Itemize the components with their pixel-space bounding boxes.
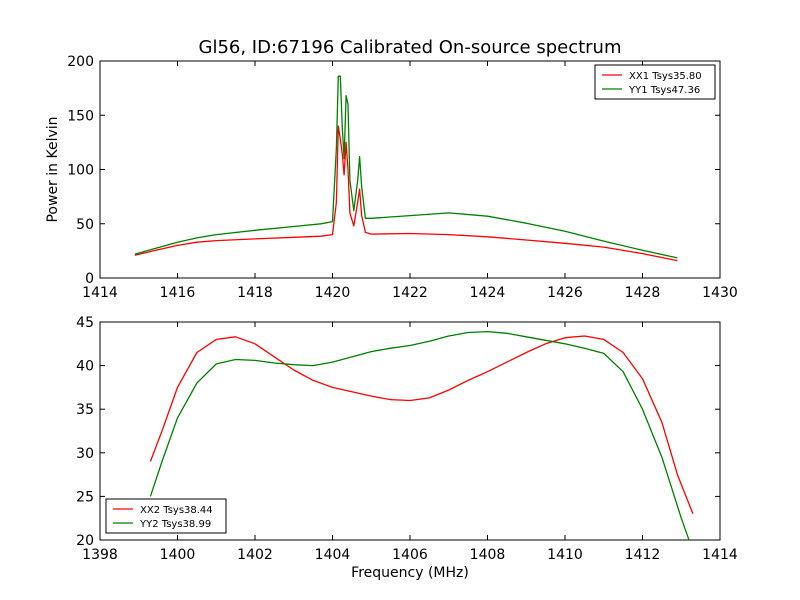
series-group xyxy=(134,75,678,262)
x-tick-label: 1424 xyxy=(470,285,506,301)
legend-box xyxy=(105,498,227,534)
x-tick-label: 1400 xyxy=(160,547,196,563)
x-tick-label: 1398 xyxy=(82,547,118,563)
legend-label: YY2 Tsys38.99 xyxy=(139,519,211,530)
legend: XX2 Tsys38.44 YY2 Tsys38.99 xyxy=(105,498,227,534)
y-tick-label: 40 xyxy=(76,359,94,375)
legend-label: XX1 Tsys35.80 xyxy=(629,71,702,82)
x-tick-label: 1414 xyxy=(702,547,738,563)
x-axis-label: Frequency (MHz) xyxy=(351,565,469,581)
x-tick-label: 1414 xyxy=(82,285,118,301)
series-line xyxy=(149,335,694,515)
x-tick-label: 1412 xyxy=(625,547,661,563)
bottom-panel: 1398 1400 1402 1404 1406 1408 1410 1412 1414 20 25… xyxy=(76,315,738,581)
x-tick-label: 1426 xyxy=(547,285,583,301)
y-tick-label: 45 xyxy=(76,315,94,331)
series-line xyxy=(134,125,678,262)
x-tick-label: 1418 xyxy=(237,285,273,301)
y-tick-label: 50 xyxy=(76,217,94,233)
legend-label: XX2 Tsys38.44 xyxy=(140,505,213,516)
y-tick-label: 35 xyxy=(76,402,94,418)
x-tick-label: 1402 xyxy=(237,547,273,563)
x-tick-label: 1406 xyxy=(392,547,428,563)
figure-title: Gl56, ID:67196 Calibrated On-source spec… xyxy=(199,37,622,58)
y-tick-label: 20 xyxy=(76,533,94,549)
series-line xyxy=(134,75,678,259)
legend-label: YY1 Tsys47.36 xyxy=(628,85,700,96)
x-tick-label: 1416 xyxy=(160,285,196,301)
series-group xyxy=(149,330,694,540)
y-axis-label: Power in Kelvin xyxy=(45,116,61,222)
y-tick-label: 200 xyxy=(67,54,94,70)
x-tick-label: 1420 xyxy=(315,285,351,301)
top-panel: 1414 1416 1418 1420 1422 1424 1426 1428 1430 0 50 1… xyxy=(45,54,738,301)
legend: XX1 Tsys35.80 YY1 Tsys47.36 xyxy=(594,64,716,100)
x-tick-label: 1404 xyxy=(315,547,351,563)
x-tick-label: 1408 xyxy=(470,547,506,563)
y-tick-label: 0 xyxy=(85,271,94,287)
x-tick-label: 1410 xyxy=(547,547,583,563)
x-tick-label: 1428 xyxy=(625,285,661,301)
legend-box xyxy=(594,64,716,100)
x-tick-label: 1422 xyxy=(392,285,428,301)
x-tick-label: 1430 xyxy=(702,285,738,301)
y-tick-label: 30 xyxy=(76,446,94,462)
y-tick-label: 100 xyxy=(67,163,94,179)
series-line xyxy=(149,330,690,540)
y-tick-label: 25 xyxy=(76,489,94,505)
y-tick-label: 150 xyxy=(67,108,94,124)
